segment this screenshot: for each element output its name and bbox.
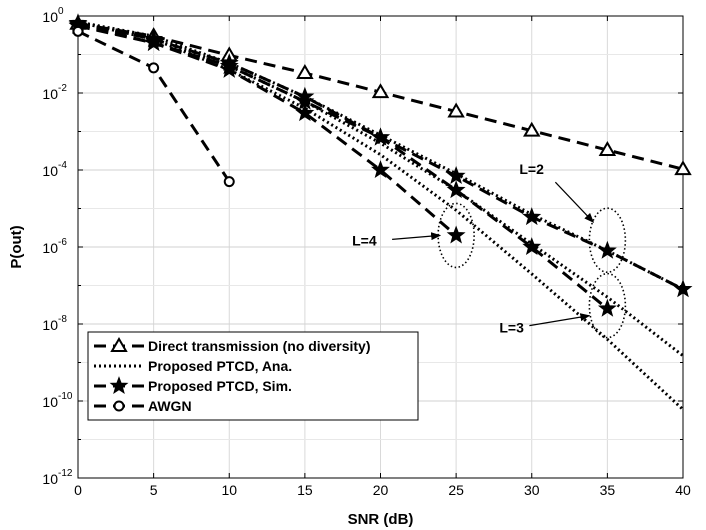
data-point-star bbox=[597, 240, 617, 259]
data-point-star bbox=[371, 160, 390, 179]
data-point-star bbox=[219, 59, 239, 78]
data-point-star bbox=[446, 166, 466, 184]
legend-marker-triangle bbox=[110, 337, 128, 352]
legend-entry: Proposed PTCD, Sim. bbox=[94, 376, 292, 395]
series-line bbox=[77, 20, 684, 357]
legend-marker-star bbox=[109, 376, 129, 395]
data-point-triangle bbox=[523, 121, 541, 137]
y-tick-exp: -8 bbox=[58, 314, 67, 325]
legend-label: Proposed PTCD, Ana. bbox=[148, 358, 292, 374]
data-point-triangle bbox=[371, 83, 390, 99]
y-tick-base: 10 bbox=[42, 471, 58, 487]
annotation-l2: L=2 bbox=[519, 161, 544, 177]
data-point-star bbox=[522, 237, 542, 256]
ellipse-l4 bbox=[437, 202, 475, 269]
data-point-star bbox=[446, 180, 466, 199]
x-tick-label: 35 bbox=[600, 482, 616, 498]
data-point-star bbox=[295, 103, 315, 122]
y-tick-label: 10 -8 bbox=[42, 314, 67, 333]
y-tick-label: 10 -2 bbox=[42, 83, 67, 102]
annotation-arrow bbox=[529, 313, 591, 327]
y-tick-base: 10 bbox=[42, 317, 58, 333]
data-point-circle bbox=[72, 25, 84, 37]
data-point-triangle bbox=[447, 102, 465, 118]
data-point-circle bbox=[223, 176, 235, 188]
ellipse-l3 bbox=[588, 272, 627, 339]
annotation-l3: L=3 bbox=[499, 320, 524, 336]
y-tick-exp: 0 bbox=[58, 6, 64, 17]
y-tick-base: 10 bbox=[42, 86, 58, 102]
y-tick-label: 10 -10 bbox=[42, 391, 72, 410]
data-point-star bbox=[597, 298, 617, 317]
legend-label: Proposed PTCD, Sim. bbox=[148, 378, 292, 394]
y-tick-label: 10 0 bbox=[42, 6, 64, 25]
data-point-star bbox=[371, 127, 390, 146]
y-tick-exp: -12 bbox=[58, 468, 73, 479]
ellipse-l2 bbox=[588, 207, 627, 274]
annotation-arrow bbox=[554, 181, 595, 223]
data-point-triangle bbox=[598, 141, 617, 157]
series-7 bbox=[72, 25, 235, 188]
y-tick-exp: -10 bbox=[58, 391, 73, 402]
data-point-star bbox=[673, 279, 693, 298]
legend-label: Direct transmission (no diversity) bbox=[148, 338, 371, 354]
y-tick-exp: -4 bbox=[58, 160, 67, 171]
series-layer bbox=[68, 13, 693, 411]
x-tick-label: 10 bbox=[221, 482, 237, 498]
data-point-triangle bbox=[296, 64, 314, 80]
series-line bbox=[77, 24, 458, 237]
legend-entry: AWGN bbox=[94, 398, 192, 414]
y-tick-base: 10 bbox=[42, 163, 58, 179]
data-point-triangle bbox=[674, 160, 692, 176]
y-tick-exp: -6 bbox=[58, 237, 67, 248]
legend-label: AWGN bbox=[148, 398, 192, 414]
y-axis-label: P(out) bbox=[8, 225, 25, 268]
legend-entry: Direct transmission (no diversity) bbox=[94, 337, 371, 354]
x-tick-label: 20 bbox=[373, 482, 389, 498]
data-point-star bbox=[522, 207, 542, 226]
x-tick-label: 0 bbox=[74, 482, 82, 498]
y-tick-base: 10 bbox=[42, 394, 58, 410]
x-axis-label: SNR (dB) bbox=[348, 511, 414, 528]
x-axis-ticks: 0 5 10 15 20 25 30 35 40 bbox=[74, 16, 691, 498]
x-tick-label: 5 bbox=[150, 482, 158, 498]
series-line bbox=[77, 23, 609, 310]
x-tick-label: 25 bbox=[448, 482, 464, 498]
legend: Direct transmission (no diversity) Propos… bbox=[87, 331, 419, 421]
legend-entry: Proposed PTCD, Ana. bbox=[94, 358, 292, 374]
data-point-star bbox=[446, 225, 466, 244]
series-2 bbox=[77, 20, 684, 357]
data-point-star bbox=[144, 32, 164, 51]
x-tick-label: 40 bbox=[675, 482, 691, 498]
y-tick-exp: -2 bbox=[58, 83, 67, 94]
x-tick-label: 15 bbox=[297, 482, 313, 498]
data-point-circle bbox=[148, 62, 160, 74]
x-tick-label: 30 bbox=[524, 482, 540, 498]
annotation-arrow bbox=[392, 232, 442, 241]
legend-marker-circle bbox=[113, 400, 125, 412]
y-tick-label: 10 -12 bbox=[42, 468, 72, 487]
y-tick-base: 10 bbox=[42, 9, 58, 25]
y-tick-label: 10 -6 bbox=[42, 237, 67, 256]
annotation-l4: L=4 bbox=[352, 232, 377, 248]
annotation-layer: L=2 L=3 L=4 bbox=[352, 161, 627, 339]
y-tick-label: 10 -4 bbox=[42, 160, 67, 179]
y-tick-base: 10 bbox=[42, 240, 58, 256]
series-6 bbox=[68, 16, 466, 244]
